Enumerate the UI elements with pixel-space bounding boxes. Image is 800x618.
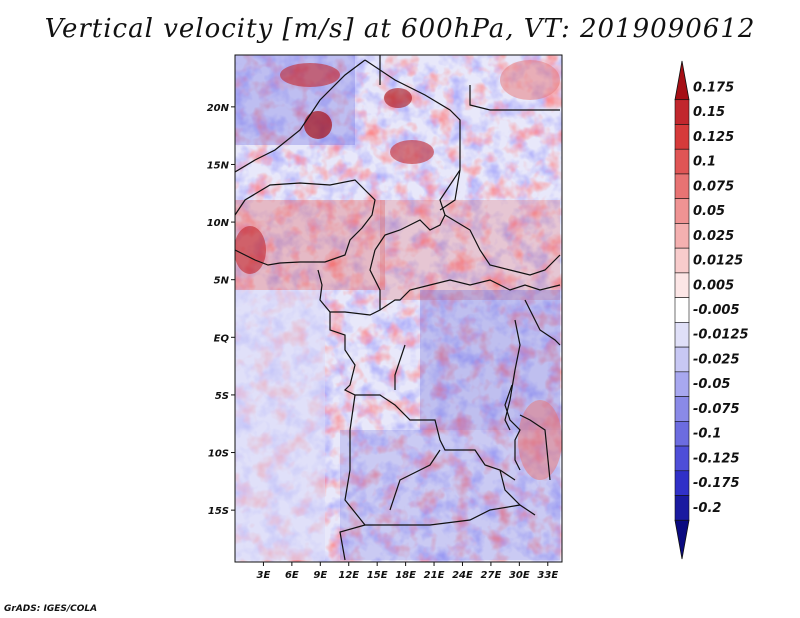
colorbar-bottom-triangle [674, 519, 690, 560]
colorbar-swatch [674, 371, 690, 397]
x-tick-label: 15E [367, 570, 388, 581]
x-tick-label: 24E [452, 570, 473, 581]
x-tick-label: 9E [313, 570, 327, 581]
colorbar-swatch [674, 198, 690, 224]
colorbar-label: 0.05 [693, 204, 725, 219]
colorbar-label: 0.125 [693, 130, 734, 145]
colorbar-swatch [674, 272, 690, 298]
colorbar-label: -0.1 [693, 427, 721, 442]
y-tick-label: 5S [215, 391, 229, 402]
map-title: Vertical velocity [m/s] at 600hPa, VT: 2… [44, 14, 756, 44]
x-tick-label: 30E [509, 570, 530, 581]
colorbar-swatch [674, 99, 690, 125]
colorbar-label: -0.125 [693, 451, 740, 466]
y-tick-label: 20N [207, 103, 230, 114]
x-tick-label: 27E [481, 570, 502, 581]
colorbar-swatch [674, 396, 690, 422]
credit-text: GrADS: IGES/COLA [4, 604, 98, 614]
colorbar-label: 0.025 [693, 229, 734, 244]
colorbar-swatch [674, 322, 690, 348]
colorbar-swatch [674, 173, 690, 199]
colorbar-swatch [674, 445, 690, 472]
colorbar-label: -0.05 [693, 377, 730, 392]
colorbar-top-triangle [674, 60, 690, 101]
colorbar-label: 0.15 [693, 105, 725, 120]
x-tick-label: 3E [257, 570, 271, 581]
colorbar-label: 0.075 [693, 179, 734, 194]
colorbar-label: -0.005 [693, 303, 740, 318]
colorbar-label: 0.005 [693, 278, 734, 293]
colorbar-label: 0.1 [693, 155, 716, 170]
colorbar-label: -0.0125 [693, 328, 749, 343]
latitude-axis: 20N 15N 10N 5N EQ 5S 10S 15S [207, 103, 235, 517]
map-frame [235, 55, 562, 562]
colorbar-swatch [674, 421, 690, 447]
colorbar-swatch [674, 124, 690, 150]
y-tick-label: 5N [214, 276, 230, 287]
field-blobs [235, 55, 562, 560]
x-tick-label: 6E [285, 570, 299, 581]
colorbar-label: -0.025 [693, 352, 740, 367]
y-tick-label: 10S [208, 449, 229, 460]
colorbar-swatch [674, 470, 690, 496]
x-tick-label: 21E [424, 570, 445, 581]
colorbar-swatch [674, 223, 690, 249]
longitude-axis: 3E 6E 9E 12E 15E 18E 21E 24E 27E 30E 33E [257, 562, 558, 581]
colorbar-swatch [674, 297, 690, 323]
map-border [234, 54, 563, 563]
colorbar-label: -0.075 [693, 402, 740, 417]
colorbar-label: -0.2 [693, 501, 721, 516]
colorbar-label: -0.175 [693, 476, 740, 491]
y-tick-label: 15N [207, 160, 230, 171]
colorbar-swatch [674, 247, 690, 274]
colorbar-swatch [674, 495, 690, 521]
colorbar: 0.175 0.15 0.125 0.1 0.075 0.05 0.025 0.0125 0.0… [674, 60, 749, 560]
x-tick-label: 33E [537, 570, 558, 581]
colorbar-swatch [674, 148, 690, 175]
colorbar-swatch [674, 346, 690, 373]
x-tick-label: 12E [338, 570, 359, 581]
colorbar-label: 0.175 [693, 80, 734, 95]
country-borders [235, 55, 561, 561]
y-tick-label: 15S [208, 506, 229, 517]
colorbar-label: 0.0125 [693, 254, 743, 269]
y-tick-label: 10N [207, 218, 230, 229]
x-tick-label: 18E [395, 570, 416, 581]
y-tick-label: EQ [214, 333, 230, 344]
